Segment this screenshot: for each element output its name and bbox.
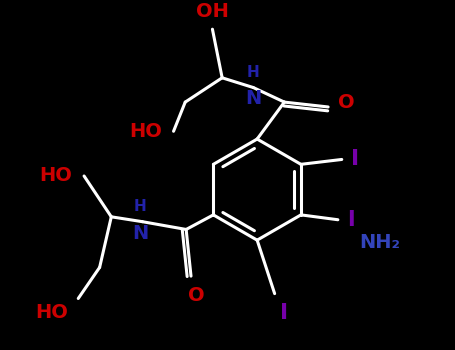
Text: NH₂: NH₂	[359, 233, 400, 252]
Text: O: O	[338, 93, 354, 112]
Text: O: O	[187, 286, 204, 305]
Text: I: I	[351, 149, 359, 169]
Text: N: N	[245, 90, 261, 108]
Text: HO: HO	[40, 167, 72, 186]
Text: N: N	[132, 224, 149, 243]
Text: OH: OH	[196, 2, 229, 21]
Text: HO: HO	[35, 303, 69, 322]
Text: H: H	[134, 199, 147, 214]
Text: I: I	[279, 303, 288, 323]
Text: HO: HO	[129, 122, 162, 141]
Text: H: H	[247, 65, 260, 80]
Text: I: I	[348, 210, 355, 230]
